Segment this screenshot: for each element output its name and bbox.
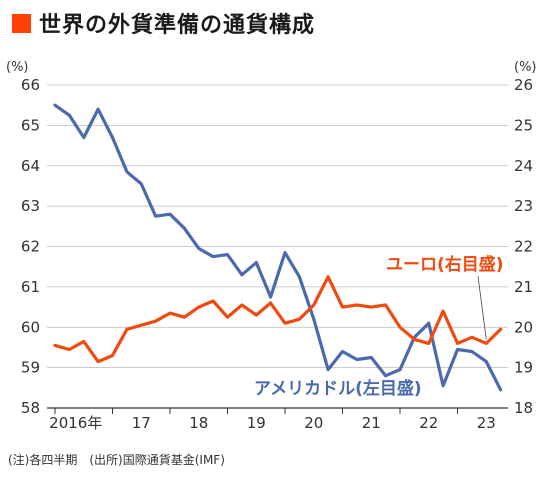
right-axis-unit: (%): [514, 60, 537, 75]
eur-series-line: [53, 275, 503, 364]
x-tick-label: 2016年: [49, 414, 102, 432]
x-tick-label: 23: [477, 414, 496, 432]
right-tick-label: 23: [514, 197, 533, 215]
title-marker-square: [12, 13, 31, 33]
left-axis-unit: (%): [6, 60, 29, 75]
left-tick-label: 61: [21, 278, 40, 296]
x-tick-label: 18: [189, 414, 208, 432]
right-tick-label: 24: [514, 157, 533, 175]
right-tick-label: 20: [514, 318, 533, 336]
right-tick-label: 22: [514, 238, 533, 256]
right-tick-label: 18: [514, 399, 533, 417]
right-tick-label: 26: [514, 76, 533, 94]
left-tick-label: 65: [21, 116, 40, 134]
chart-title-row: 世界の外貨準備の通貨構成: [12, 8, 315, 38]
left-tick-label: 62: [21, 238, 40, 256]
x-tick-label: 19: [247, 414, 266, 432]
source-note: (注)各四半期 (出所)国際通貨基金(IMF): [8, 453, 225, 467]
left-tick-label: 59: [21, 359, 40, 377]
axes: 585960616263646566181920212223242526(%)(…: [6, 60, 537, 432]
eur-series-label: ユーロ(右目盛): [386, 254, 504, 275]
x-tick-label: 17: [132, 414, 151, 432]
gridlines: [47, 84, 508, 369]
series-labels: ユーロ(右目盛) アメリカドル(左目盛): [254, 254, 504, 399]
x-tick-label: 20: [304, 414, 323, 432]
usd-series-line: [53, 103, 503, 392]
x-tick-label: 21: [362, 414, 381, 432]
eur-label-leader: [477, 275, 487, 340]
right-tick-label: 25: [514, 116, 533, 134]
right-tick-label: 21: [514, 278, 533, 296]
left-tick-label: 63: [21, 197, 40, 215]
left-tick-label: 64: [21, 157, 40, 175]
x-tick-label: 22: [419, 414, 438, 432]
series-lines: [53, 103, 503, 392]
left-tick-label: 60: [21, 318, 40, 336]
usd-series-label: アメリカドル(左目盛): [254, 378, 422, 399]
left-tick-label: 58: [21, 399, 40, 417]
right-tick-label: 19: [514, 359, 533, 377]
chart-title: 世界の外貨準備の通貨構成: [39, 13, 316, 38]
left-tick-label: 66: [21, 76, 40, 94]
